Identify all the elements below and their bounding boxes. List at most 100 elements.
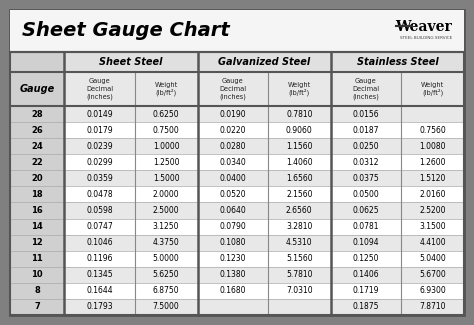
Bar [10,52,464,315]
Text: 3.1500: 3.1500 [419,222,446,231]
Text: 0.0478: 0.0478 [86,190,113,199]
Text: 0.1046: 0.1046 [86,238,113,247]
Bar [10,138,64,154]
Text: Gauge
Decimal
(inches): Gauge Decimal (inches) [352,79,380,99]
Text: 4.3750: 4.3750 [153,238,180,247]
Bar [10,235,64,251]
Bar [10,218,64,235]
Text: 0.0239: 0.0239 [86,142,113,151]
Text: 2.1560: 2.1560 [286,190,312,199]
Text: 0.1250: 0.1250 [353,254,379,263]
Text: 0.0747: 0.0747 [86,222,113,231]
Text: 1.0080: 1.0080 [419,142,446,151]
Bar [10,267,464,283]
Text: 0.0149: 0.0149 [86,110,113,119]
Text: 18: 18 [31,190,43,199]
Text: Gauge
Decimal
(inches): Gauge Decimal (inches) [219,79,246,99]
Text: 0.7500: 0.7500 [153,126,180,135]
Text: 5.0000: 5.0000 [153,254,180,263]
Text: 12: 12 [31,238,43,247]
Bar [10,251,64,267]
Text: 24: 24 [31,142,43,151]
Text: 1.6560: 1.6560 [286,174,313,183]
Text: 1.5120: 1.5120 [419,174,446,183]
Text: 2.5200: 2.5200 [419,206,446,215]
Bar [10,251,464,267]
Text: 0.0187: 0.0187 [353,126,379,135]
Bar [10,283,464,299]
Text: 1.1560: 1.1560 [286,142,312,151]
Text: Gauge: Gauge [19,84,55,94]
Bar [10,138,464,154]
Text: 7.5000: 7.5000 [153,303,180,311]
Bar [10,122,464,138]
Text: 0.0359: 0.0359 [86,174,113,183]
Bar [10,170,64,186]
Text: 0.0781: 0.0781 [353,222,379,231]
Text: 1.2500: 1.2500 [153,158,179,167]
Text: 7.0310: 7.0310 [286,286,313,295]
Text: 0.1196: 0.1196 [86,254,113,263]
Bar [10,299,64,315]
Bar [10,202,64,218]
Text: 28: 28 [31,110,43,119]
Text: 20: 20 [31,174,43,183]
Text: STEEL BUILDING SERVICE: STEEL BUILDING SERVICE [400,36,452,40]
Bar [10,106,464,122]
Text: 0.0179: 0.0179 [86,126,113,135]
Text: 1.0000: 1.0000 [153,142,179,151]
Text: 0.1719: 0.1719 [353,286,379,295]
Text: 0.1230: 0.1230 [219,254,246,263]
Text: 7.8710: 7.8710 [419,303,446,311]
Bar [10,170,464,186]
Bar [10,186,464,202]
Text: 0.0640: 0.0640 [219,206,246,215]
Text: 0.0299: 0.0299 [86,158,113,167]
Bar [10,202,464,218]
Text: 0.9060: 0.9060 [286,126,313,135]
Bar [10,122,64,138]
Text: 5.6700: 5.6700 [419,270,446,279]
Text: 7: 7 [34,303,40,311]
Bar [10,52,464,72]
Bar [10,10,464,52]
Bar [10,154,464,170]
Text: 0.0190: 0.0190 [219,110,246,119]
Text: 0.0520: 0.0520 [219,190,246,199]
Bar [10,52,64,315]
Text: 0.6250: 0.6250 [153,110,179,119]
Bar [10,283,64,299]
Text: 0.7810: 0.7810 [286,110,312,119]
Text: 11: 11 [31,254,43,263]
Text: 0.0250: 0.0250 [353,142,379,151]
Bar [10,154,64,170]
Text: 0.1380: 0.1380 [219,270,246,279]
Text: 0.0598: 0.0598 [86,206,113,215]
Text: 4.5310: 4.5310 [286,238,313,247]
Text: 6.8750: 6.8750 [153,286,179,295]
Text: Stainless Steel: Stainless Steel [356,57,438,67]
Text: 1.2600: 1.2600 [419,158,446,167]
Text: 1.5000: 1.5000 [153,174,179,183]
Text: 0.0500: 0.0500 [353,190,379,199]
Text: 0.0375: 0.0375 [353,174,379,183]
Text: 0.1406: 0.1406 [353,270,379,279]
Text: 5.7810: 5.7810 [286,270,312,279]
Text: Gauge
Decimal
(inches): Gauge Decimal (inches) [86,79,113,99]
Bar [10,106,64,122]
Text: 0.1345: 0.1345 [86,270,113,279]
Text: 0.7560: 0.7560 [419,126,446,135]
Bar [10,186,64,202]
Text: Weaver: Weaver [395,20,452,34]
Text: 2.6560: 2.6560 [286,206,313,215]
Text: 1.4060: 1.4060 [286,158,313,167]
Text: 2.0000: 2.0000 [153,190,179,199]
Text: 5.0400: 5.0400 [419,254,446,263]
Text: 0.1875: 0.1875 [353,303,379,311]
Text: 2.0160: 2.0160 [419,190,446,199]
Text: 0.1793: 0.1793 [86,303,113,311]
Bar [10,235,464,251]
Text: 26: 26 [31,126,43,135]
Text: 3.1250: 3.1250 [153,222,179,231]
Text: 6.9300: 6.9300 [419,286,446,295]
